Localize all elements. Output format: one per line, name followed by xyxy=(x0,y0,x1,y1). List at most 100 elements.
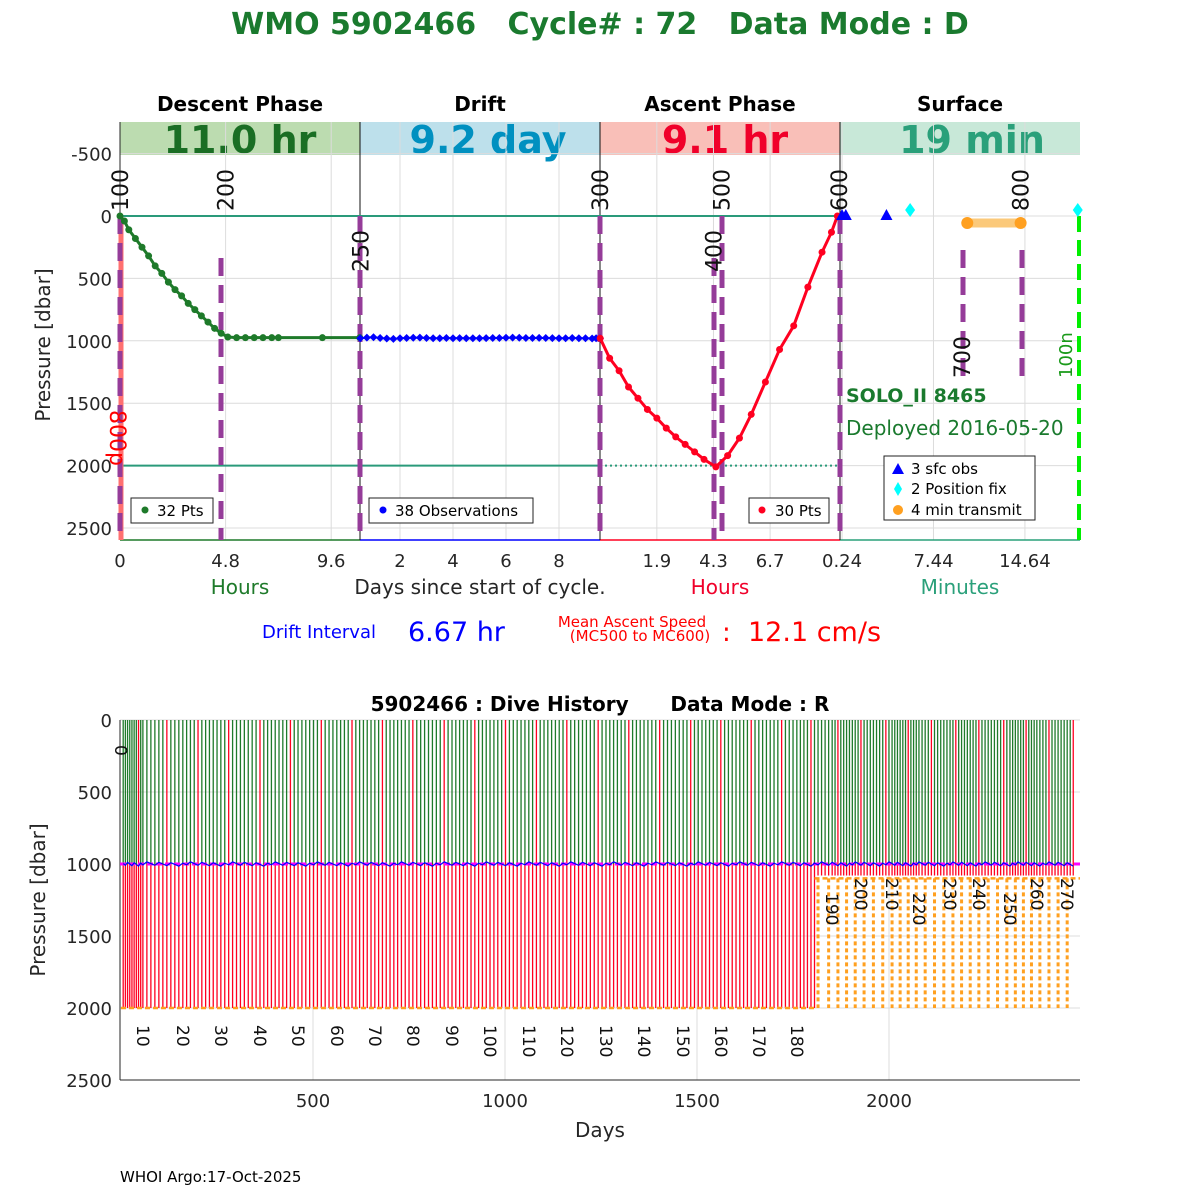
data-point xyxy=(233,334,241,342)
transmit-point xyxy=(1014,217,1027,229)
x-tick-label: 1.9 xyxy=(643,551,672,572)
data-point xyxy=(776,346,784,354)
y-tick-label: 1500 xyxy=(66,394,112,415)
footer-credit: WHOI Argo:17-Oct-2025 xyxy=(120,1168,301,1186)
message-label: 500 xyxy=(711,169,736,211)
legend-marker-drift xyxy=(379,506,387,514)
x-tick-label: 8 xyxy=(553,551,564,572)
y-tick-label: 2000 xyxy=(66,999,112,1020)
cycle-label: 60 xyxy=(326,1025,346,1047)
diamond-icon xyxy=(894,482,902,496)
legend-ascent: 30 Pts xyxy=(748,497,830,524)
x-tick-label: 0.24 xyxy=(822,551,862,572)
cycle-label: 250 xyxy=(999,893,1019,925)
cycle-label: 10 xyxy=(132,1025,152,1047)
data-point xyxy=(568,334,577,343)
data-point xyxy=(224,333,232,341)
data-point xyxy=(691,448,699,456)
drift-duration: 9.2 day xyxy=(410,118,567,162)
y-tick-label: 1500 xyxy=(66,927,112,948)
sfc-obs-point xyxy=(880,209,893,220)
data-point xyxy=(606,354,614,362)
legend-text-descent: 32 Pts xyxy=(157,502,204,520)
cycle-label: 100 xyxy=(479,1025,499,1057)
data-point xyxy=(382,334,391,343)
data-point xyxy=(396,334,404,343)
phase-title-drift: Drift xyxy=(454,92,506,116)
data-point xyxy=(761,378,769,386)
data-point xyxy=(495,334,504,343)
message-label: 200 xyxy=(215,169,240,211)
data-point xyxy=(422,334,431,343)
x-tick-label: 7.44 xyxy=(913,551,953,572)
data-point xyxy=(712,463,720,471)
message-label: 400 xyxy=(702,230,727,272)
x-tick-label: 2000 xyxy=(866,1091,912,1112)
cycle-label: 20 xyxy=(172,1025,192,1047)
data-point xyxy=(468,334,477,343)
data-point xyxy=(700,455,708,463)
data-point xyxy=(482,334,491,343)
cycle-label: 270 xyxy=(1056,878,1076,910)
data-point xyxy=(475,334,484,343)
y-tick-label: 1000 xyxy=(66,855,112,876)
cycle-label: 30 xyxy=(210,1025,230,1047)
cycle-label: 110 xyxy=(518,1025,538,1057)
transmit-point xyxy=(961,217,974,229)
data-point xyxy=(818,248,826,256)
message-label: 100 xyxy=(109,169,134,211)
triangle-icon xyxy=(892,463,904,474)
data-point xyxy=(250,334,258,342)
data-point xyxy=(164,278,172,286)
data-point xyxy=(217,329,225,337)
park-label: 800p xyxy=(104,410,129,466)
data-point xyxy=(515,333,524,342)
data-point xyxy=(356,334,365,343)
position-fix-point xyxy=(1072,203,1083,217)
data-point xyxy=(138,243,146,251)
data-point xyxy=(643,405,651,413)
data-point xyxy=(541,334,550,343)
data-point xyxy=(449,334,457,343)
y-tick-label: 500 xyxy=(78,783,112,804)
data-point xyxy=(672,433,680,441)
x-axis-label-bottom: Days xyxy=(575,1118,625,1142)
legend-marker-descent xyxy=(141,506,149,514)
data-point xyxy=(197,312,205,320)
data-point xyxy=(596,334,604,342)
y-tick-label: 500 xyxy=(78,269,112,290)
x-tick-label: 6 xyxy=(500,551,511,572)
x-label-drift: Days since start of cycle. xyxy=(354,575,605,599)
legend-text-transmit: 4 min transmit xyxy=(911,501,1022,519)
data-point xyxy=(442,334,451,343)
data-point xyxy=(634,394,642,402)
data-point xyxy=(724,452,732,460)
legend-text-sfc-obs: 3 sfc obs xyxy=(911,460,978,478)
data-point xyxy=(747,410,755,418)
dive-history-panel: 5902466 : Dive History Data Mode : R 0 50… xyxy=(26,692,1080,1142)
data-point xyxy=(804,283,812,291)
cycle-label: 180 xyxy=(786,1025,806,1057)
data-point xyxy=(625,383,633,391)
phase-title-ascent: Ascent Phase xyxy=(644,92,795,116)
x-tick-label: 0 xyxy=(114,551,125,572)
data-point xyxy=(389,334,398,343)
deployed-date: Deployed 2016-05-20 xyxy=(846,416,1064,440)
data-point xyxy=(735,434,743,442)
data-point xyxy=(790,322,798,330)
data-point xyxy=(528,334,537,343)
cycle-label: 160 xyxy=(710,1025,730,1057)
cycle-label: 50 xyxy=(287,1025,307,1047)
y-tick-label: -500 xyxy=(71,145,112,166)
x-label-surface: Minutes xyxy=(921,575,1000,599)
float-id: SOLO_II 8465 xyxy=(846,385,987,407)
cycle-label: 200 xyxy=(850,878,870,910)
phase-title-surface: Surface xyxy=(917,92,1003,116)
data-point xyxy=(555,334,563,343)
cycle-label: 140 xyxy=(633,1025,653,1057)
ascent-speed-value: 12.1 cm/s xyxy=(748,617,881,648)
data-point xyxy=(409,333,418,342)
drift-interval-value: 6.67 hr xyxy=(408,617,506,648)
data-point xyxy=(145,252,153,260)
legend-descent: 32 Pts xyxy=(130,497,214,524)
